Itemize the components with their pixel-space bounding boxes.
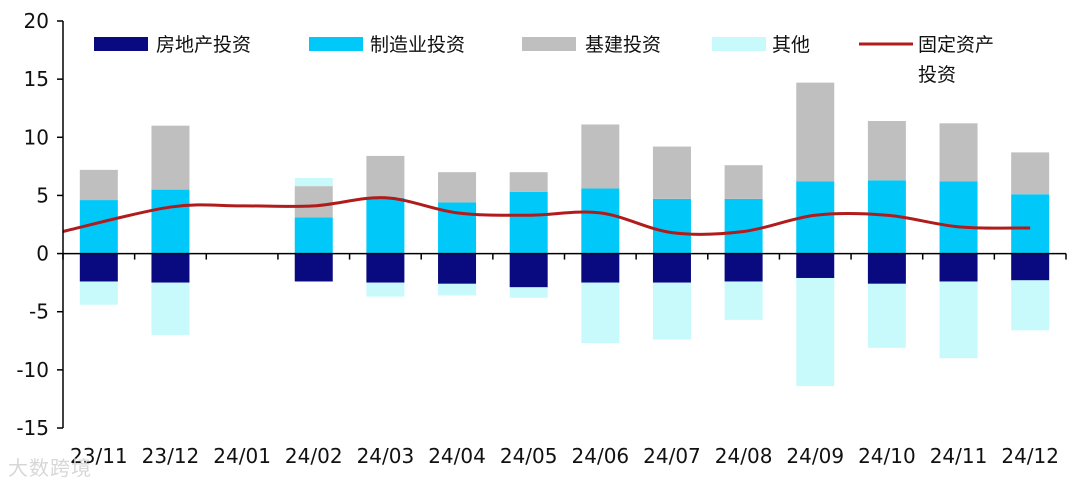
line-layer: [62, 196, 1031, 236]
x-tick-label: 24/12: [1001, 444, 1059, 468]
bar-s0-24/02: [294, 253, 333, 282]
legend-label: 房地产投资: [156, 34, 251, 56]
bar-s0-23/11: [79, 253, 118, 282]
bar-s2-24/11: [939, 123, 978, 182]
x-tick-label: 24/07: [643, 444, 701, 468]
bar-s2-24/12: [1011, 152, 1050, 195]
bars-layer: [79, 82, 1050, 387]
bar-s2-24/04: [438, 172, 477, 203]
x-tick-label: 24/09: [786, 444, 844, 468]
x-tick-label: 24/10: [858, 444, 916, 468]
legend-label: 其他: [772, 34, 810, 56]
watermark: 大数跨境: [8, 456, 92, 480]
y-tick-label: 5: [36, 183, 49, 207]
bar-s3-24/02: [294, 177, 333, 187]
bar-s0-24/04: [438, 253, 477, 284]
x-tick-label: 24/02: [285, 444, 343, 468]
bar-s0-24/05: [509, 253, 548, 288]
bar-s3-24/07: [652, 282, 691, 340]
y-tick-label: -15: [16, 416, 49, 440]
bar-s2-24/06: [581, 124, 620, 189]
x-tick-label: 24/01: [213, 444, 271, 468]
bar-s2-23/12: [151, 125, 190, 190]
y-tick-label: -10: [16, 358, 49, 382]
y-tick-label: 0: [36, 242, 49, 266]
bar-s3-24/06: [581, 282, 620, 344]
bar-s2-24/09: [796, 82, 835, 182]
bar-s0-23/12: [151, 253, 190, 283]
legend-swatch: [94, 37, 148, 51]
legend-swatch: [522, 37, 576, 51]
bar-s3-24/12: [1011, 280, 1050, 331]
bar-s2-24/05: [509, 172, 548, 192]
bar-s1-24/06: [581, 188, 620, 254]
bar-s0-24/09: [796, 253, 835, 278]
bar-s1-24/07: [652, 198, 691, 254]
bar-s2-24/02: [294, 186, 333, 218]
bar-s1-24/11: [939, 181, 978, 254]
bar-s0-24/10: [867, 253, 906, 284]
bar-s3-24/09: [796, 277, 835, 387]
legend-label: 固定资产投资: [918, 34, 994, 86]
line-series-0: [62, 196, 1031, 236]
bar-s3-24/08: [724, 281, 763, 320]
bar-s1-24/08: [724, 198, 763, 254]
x-tick-label: 24/08: [715, 444, 773, 468]
x-tick-label: 23/11: [70, 444, 128, 468]
bar-s1-23/12: [151, 189, 190, 254]
bar-s3-23/11: [79, 281, 118, 305]
bar-s0-24/11: [939, 253, 978, 282]
x-tick-label: 24/11: [930, 444, 988, 468]
x-tick-label: 23/12: [142, 444, 200, 468]
bar-s0-24/06: [581, 253, 620, 283]
x-tick-label: 24/06: [572, 444, 630, 468]
bar-s3-24/10: [867, 283, 906, 348]
bar-s2-24/10: [867, 121, 906, 181]
y-tick-label: 20: [24, 9, 49, 33]
bar-s0-24/03: [366, 253, 405, 283]
legend-swatch: [309, 37, 363, 51]
bar-s2-24/07: [652, 146, 691, 199]
bar-s3-24/11: [939, 281, 978, 359]
bar-s1-24/12: [1011, 194, 1050, 254]
axes-layer: -15 -10 -5 0 5 10 15 20 23/11 23/12 24/01 24/02 24/0…: [16, 9, 1067, 468]
bar-s2-24/08: [724, 165, 763, 199]
bar-s0-24/12: [1011, 253, 1050, 281]
legend-swatch: [712, 37, 766, 51]
legend: 房地产投资 制造业投资 基建投资 其他 固定资产投资: [94, 34, 994, 86]
bar-s0-24/08: [724, 253, 763, 282]
bar-s3-24/04: [438, 283, 477, 296]
y-tick-label: 10: [24, 125, 49, 149]
bar-s1-24/02: [294, 217, 333, 254]
bar-s2-24/03: [366, 155, 405, 198]
x-tick-label: 24/04: [428, 444, 486, 468]
bar-s0-24/07: [652, 253, 691, 283]
x-tick-label: 24/03: [357, 444, 415, 468]
x-tick-label: 24/05: [500, 444, 558, 468]
legend-label: 制造业投资: [370, 34, 465, 56]
bar-s3-23/12: [151, 282, 190, 335]
legend-label: 基建投资: [585, 34, 661, 56]
y-tick-label: 15: [24, 67, 49, 91]
bar-s1-24/03: [366, 197, 405, 254]
bar-s2-23/11: [79, 169, 118, 201]
bar-s3-24/05: [509, 287, 548, 298]
bar-s1-24/05: [509, 191, 548, 254]
bar-s3-24/03: [366, 282, 405, 297]
y-tick-label: -5: [29, 300, 49, 324]
